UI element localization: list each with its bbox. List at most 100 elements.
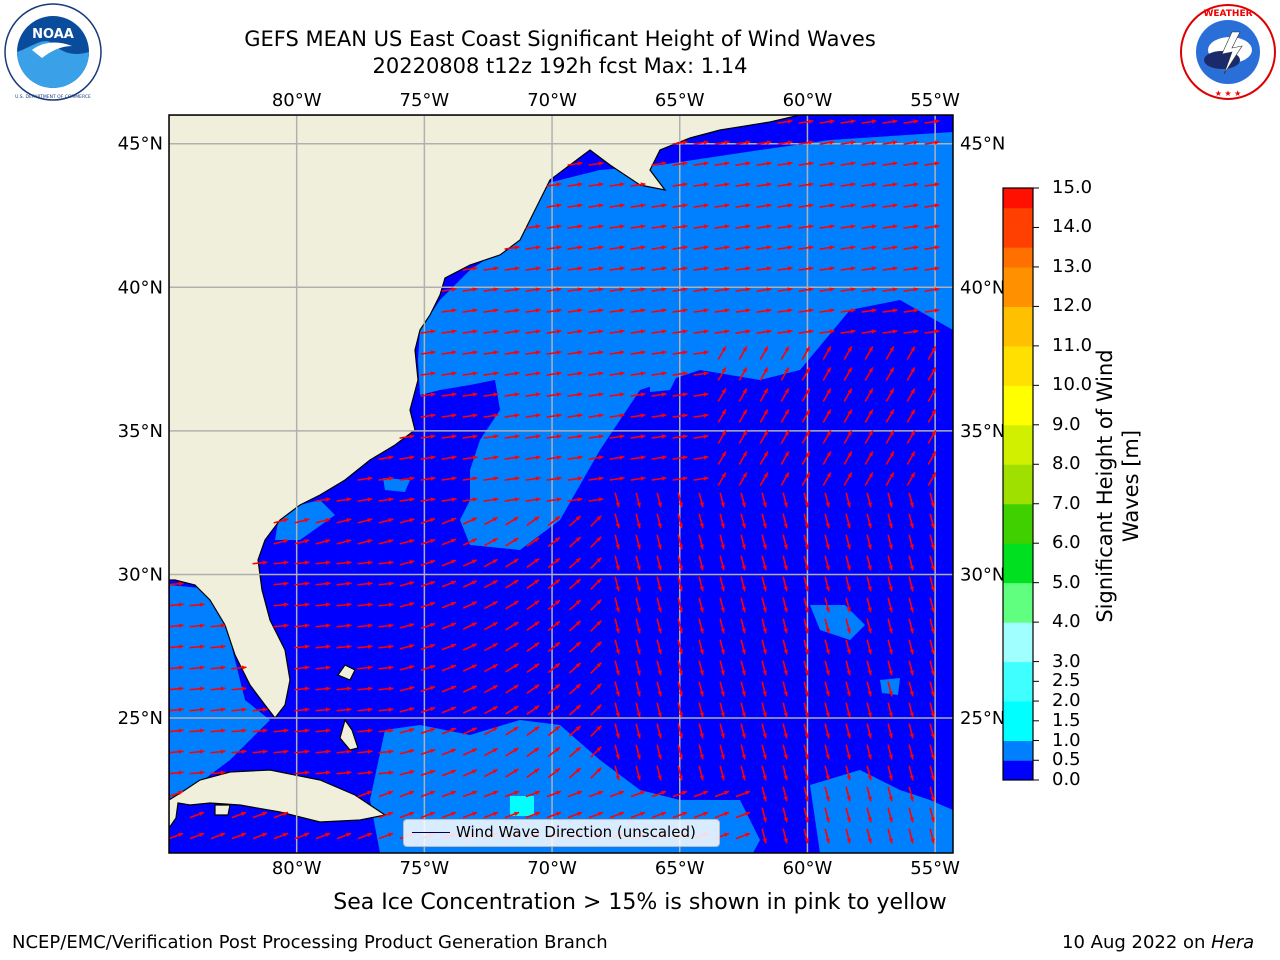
wave-direction-arrowhead bbox=[910, 367, 915, 373]
wave-direction-arrowhead bbox=[888, 691, 893, 697]
wave-direction-arrowhead bbox=[534, 621, 540, 627]
wave-direction-arrowhead bbox=[846, 544, 851, 550]
wave-direction-arrowhead bbox=[577, 266, 583, 271]
wave-direction-arrowhead bbox=[636, 502, 641, 508]
wave-direction-arrowhead bbox=[554, 516, 560, 521]
wave-direction-arrowhead bbox=[682, 203, 688, 208]
wave-direction-arrowhead bbox=[325, 707, 331, 712]
wave-direction-arrowhead bbox=[934, 224, 940, 229]
wave-direction-arrowhead bbox=[784, 472, 789, 478]
wave-direction-arrowhead bbox=[492, 706, 498, 711]
wave-direction-arrowhead bbox=[493, 266, 499, 271]
wave-direction-arrowhead bbox=[657, 523, 662, 529]
wave-direction-arrowhead bbox=[867, 796, 872, 802]
wave-direction-arrowhead bbox=[762, 670, 767, 676]
lat-tick-label: 35°N bbox=[118, 421, 163, 442]
wave-direction-arrowhead bbox=[367, 770, 373, 775]
wave-direction-arrowhead bbox=[262, 832, 268, 838]
wave-direction-arrowhead bbox=[783, 628, 788, 634]
wave-direction-arrowhead bbox=[829, 224, 835, 229]
colorbar-swatch bbox=[1003, 365, 1033, 386]
wave-direction-arrowhead bbox=[598, 182, 604, 187]
wave-direction-arrowhead bbox=[619, 308, 625, 313]
wave-direction-arrowhead bbox=[934, 203, 940, 208]
wave-direction-arrowhead bbox=[724, 329, 730, 334]
wave-direction-arrowhead bbox=[661, 203, 667, 208]
wave-direction-arrowhead bbox=[783, 796, 788, 802]
wave-direction-arrowhead bbox=[825, 775, 830, 781]
wave-direction-arrowhead bbox=[846, 670, 851, 676]
wave-direction-arrowhead bbox=[745, 811, 751, 817]
wave-direction-arrowhead bbox=[720, 502, 725, 508]
wave-direction-arrowhead bbox=[534, 726, 540, 732]
lat-tick-label: 45°N bbox=[118, 134, 163, 155]
wave-direction-arrowhead bbox=[178, 770, 184, 775]
wave-direction-arrowhead bbox=[471, 580, 477, 585]
wave-direction-arrowhead bbox=[220, 832, 226, 838]
wave-direction-arrowhead bbox=[703, 455, 709, 460]
wave-direction-arrowhead bbox=[805, 472, 810, 478]
wave-direction-arrowhead bbox=[640, 329, 646, 334]
wave-direction-arrowhead bbox=[619, 329, 625, 334]
wave-direction-arrowhead bbox=[325, 770, 331, 775]
wave-direction-arrowhead bbox=[577, 434, 583, 439]
wave-direction-arrowhead bbox=[682, 392, 688, 397]
wave-direction-arrowhead bbox=[346, 602, 352, 607]
wave-direction-arrowhead bbox=[661, 266, 667, 271]
wave-direction-arrowhead bbox=[409, 790, 415, 796]
wave-direction-arrowhead bbox=[596, 683, 602, 689]
wave-direction-arrowhead bbox=[825, 712, 830, 718]
wave-direction-arrowhead bbox=[615, 502, 620, 508]
wave-direction-arrowhead bbox=[430, 727, 436, 733]
wave-direction-arrowhead bbox=[847, 472, 852, 478]
wave-direction-arrowhead bbox=[846, 502, 851, 508]
wave-direction-arrowhead bbox=[367, 497, 373, 502]
wave-direction-arrowhead bbox=[888, 607, 893, 613]
wave-direction-arrowhead bbox=[847, 430, 852, 436]
wave-direction-arrowhead bbox=[678, 628, 683, 634]
wave-direction-arrowhead bbox=[577, 476, 583, 481]
wave-direction-arrowhead bbox=[325, 832, 331, 838]
wave-direction-arrowhead bbox=[766, 140, 772, 145]
wave-direction-arrowhead bbox=[889, 367, 894, 373]
wave-direction-arrowhead bbox=[741, 691, 746, 697]
wave-direction-arrowhead bbox=[850, 182, 856, 187]
wave-direction-arrowhead bbox=[596, 725, 602, 731]
wave-direction-arrowhead bbox=[930, 691, 935, 697]
wave-direction-arrowhead bbox=[888, 544, 893, 550]
wave-direction-arrowhead bbox=[619, 182, 625, 187]
wave-direction-arrowhead bbox=[850, 266, 856, 271]
wave-direction-arrowhead bbox=[596, 515, 602, 521]
wave-direction-arrowhead bbox=[934, 182, 940, 187]
wave-direction-arrowhead bbox=[909, 607, 914, 613]
wave-direction-arrowhead bbox=[514, 790, 520, 796]
wave-direction-arrowhead bbox=[804, 649, 809, 655]
wave-direction-arrowhead bbox=[913, 308, 919, 313]
wave-direction-arrowhead bbox=[493, 790, 499, 796]
lon-tick-label: 75°W bbox=[400, 858, 450, 879]
wave-direction-arrowhead bbox=[724, 790, 730, 796]
wave-direction-arrowhead bbox=[556, 455, 562, 460]
legend-line-swatch bbox=[412, 832, 450, 833]
wave-direction-arrowhead bbox=[661, 308, 667, 313]
wave-direction-arrowhead bbox=[636, 523, 641, 529]
wave-direction-arrowhead bbox=[535, 224, 541, 229]
wave-direction-arrowhead bbox=[304, 644, 310, 649]
wave-direction-arrowhead bbox=[888, 796, 893, 802]
wave-direction-arrowhead bbox=[409, 749, 415, 754]
wave-direction-arrowhead bbox=[888, 649, 893, 655]
colorbar-swatch bbox=[1003, 523, 1033, 544]
sea-ice-note: Sea Ice Concentration > 15% is shown in … bbox=[333, 890, 947, 915]
wave-direction-arrowhead bbox=[220, 623, 226, 628]
wave-direction-arrowhead bbox=[699, 670, 704, 676]
wave-direction-arrowhead bbox=[556, 476, 562, 481]
wave-direction-arrowhead bbox=[615, 712, 620, 718]
wave-direction-arrowhead bbox=[450, 538, 456, 543]
wave-direction-arrowhead bbox=[724, 203, 730, 208]
wave-direction-arrowhead bbox=[804, 502, 809, 508]
wave-direction-arrowhead bbox=[575, 537, 581, 542]
wave-direction-arrowhead bbox=[346, 686, 352, 691]
noaa-logo: NOAA U.S. DEPARTMENT OF COMMERCE bbox=[4, 3, 102, 101]
wave-direction-arrowhead bbox=[577, 350, 583, 355]
wave-direction-arrowhead bbox=[598, 476, 604, 481]
